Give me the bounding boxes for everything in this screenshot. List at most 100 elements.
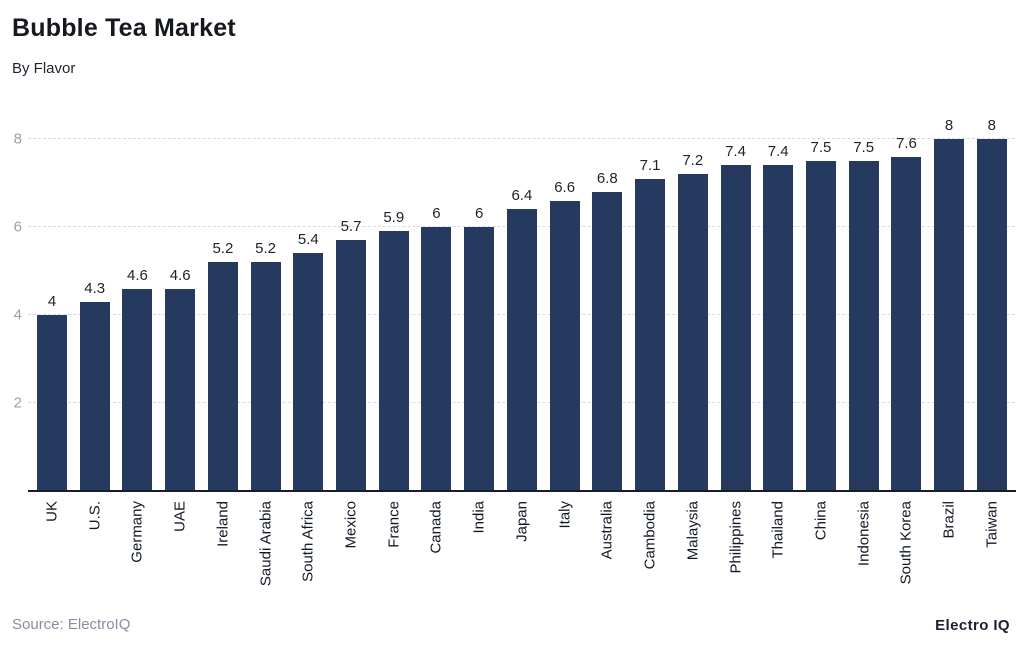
category-label: Mexico bbox=[342, 501, 360, 549]
x-axis-line bbox=[28, 490, 1016, 492]
bar bbox=[250, 262, 281, 491]
y-tick-label: 8 bbox=[13, 130, 22, 148]
bar bbox=[207, 262, 238, 491]
gridline bbox=[28, 138, 1015, 139]
bar-column: 4.6 Germany bbox=[122, 139, 153, 563]
bar-value-label: 4 bbox=[47, 293, 57, 310]
chart-title: Bubble Tea Market bbox=[12, 14, 236, 42]
bar-column: 7.5 Indonesia bbox=[848, 139, 879, 566]
category-label: China bbox=[812, 501, 830, 541]
bar bbox=[79, 301, 110, 491]
bar-column: 7.1 Cambodia bbox=[635, 139, 666, 569]
bar-value-label: 7.2 bbox=[682, 152, 704, 170]
y-tick-label: 2 bbox=[13, 394, 22, 412]
bar-column: 6.6 Italy bbox=[549, 139, 580, 529]
bar bbox=[976, 139, 1007, 491]
category-label: Indonesia bbox=[855, 501, 873, 567]
category-label: Brazil bbox=[940, 501, 958, 539]
bar bbox=[592, 191, 623, 491]
bar-column: 5.2 Ireland bbox=[207, 139, 238, 547]
bar-value-label: 7.4 bbox=[767, 143, 789, 161]
bar-column: 7.5 China bbox=[805, 139, 836, 540]
bar-column: 7.2 Malaysia bbox=[677, 139, 708, 560]
bar-value-label: 4.6 bbox=[169, 266, 191, 284]
bar-value-label: 5.2 bbox=[255, 240, 277, 258]
bar-column: 6 India bbox=[464, 139, 495, 534]
bar-value-label: 7.1 bbox=[639, 156, 661, 174]
bar bbox=[805, 161, 836, 491]
bar-value-label: 8 bbox=[987, 117, 996, 134]
category-label: UK bbox=[43, 501, 61, 522]
y-tick-label: 4 bbox=[13, 306, 22, 324]
bar bbox=[934, 139, 965, 491]
bar-column: 5.4 South Africa bbox=[293, 139, 324, 582]
bar-value-label: 5.4 bbox=[297, 231, 319, 249]
bar-value-label: 4.6 bbox=[127, 266, 148, 284]
y-axis: 2 4 6 8 bbox=[0, 131, 22, 491]
bar bbox=[720, 165, 751, 491]
bar bbox=[293, 253, 324, 491]
bar bbox=[165, 288, 196, 491]
bar-column: 4.3 U.S. bbox=[79, 139, 110, 530]
category-label: South Korea bbox=[897, 501, 915, 585]
category-label: Philippines bbox=[727, 501, 744, 574]
bar-column: 7.4 Philippines bbox=[720, 139, 751, 574]
bar-column: 7.4 Thailand bbox=[763, 139, 794, 559]
category-label: Italy bbox=[556, 501, 574, 529]
bar-value-label: 6 bbox=[475, 205, 484, 222]
bar bbox=[549, 200, 580, 491]
bar-column: 5.9 France bbox=[378, 139, 409, 548]
bar-value-label: 6.8 bbox=[596, 169, 618, 187]
bar bbox=[336, 240, 367, 491]
bar-value-label: 6.6 bbox=[554, 178, 576, 196]
bar-column: 4 UK bbox=[37, 139, 67, 522]
bar bbox=[378, 231, 409, 491]
category-label: Cambodia bbox=[641, 501, 659, 570]
bar-column: 5.2 Saudi Arabia bbox=[250, 139, 281, 586]
bar-value-label: 5.2 bbox=[212, 240, 234, 258]
bar-column: 7.6 South Korea bbox=[891, 135, 922, 584]
bar bbox=[891, 156, 922, 491]
bar-column: 5.7 Mexico bbox=[336, 139, 367, 549]
bar bbox=[464, 227, 495, 491]
bar bbox=[677, 174, 708, 491]
bar bbox=[37, 315, 67, 491]
category-label: France bbox=[385, 501, 403, 548]
category-label: Canada bbox=[427, 501, 445, 554]
y-tick-label: 6 bbox=[13, 218, 22, 236]
bar-column: 8 Brazil bbox=[934, 117, 965, 539]
bar-value-label: 4.3 bbox=[84, 279, 106, 297]
bar-value-label: 7.4 bbox=[725, 143, 746, 161]
category-label: Japan bbox=[513, 501, 531, 542]
bar bbox=[635, 178, 666, 491]
category-label: Thailand bbox=[769, 501, 787, 559]
category-label: South Africa bbox=[299, 501, 317, 582]
category-label: U.S. bbox=[86, 501, 104, 531]
category-label: UAE bbox=[171, 501, 189, 532]
source-note: Source: ElectroIQ bbox=[12, 616, 131, 633]
bar-column: 6.4 Japan bbox=[506, 139, 537, 542]
bar bbox=[122, 288, 153, 491]
bar bbox=[763, 165, 794, 491]
category-label: Malaysia bbox=[684, 501, 702, 561]
category-label: Australia bbox=[598, 501, 616, 560]
bar bbox=[506, 209, 537, 491]
chart-subtitle: By Flavor bbox=[12, 60, 76, 77]
category-label: Taiwan bbox=[983, 501, 1001, 548]
bar bbox=[848, 161, 879, 491]
bar-value-label: 6.4 bbox=[511, 187, 533, 205]
brand-logo: Electro IQ bbox=[935, 617, 1010, 634]
bar-column: 6 Canada bbox=[421, 139, 452, 554]
category-label: Germany bbox=[128, 501, 146, 563]
bar-value-label: 6 bbox=[432, 205, 441, 222]
bar-chart: 2 4 6 8 4 UK 4.3 U.S. 4.6 Germany 4.6 UAE 5.2 Irelan… bbox=[0, 117, 1024, 586]
category-label: Saudi Arabia bbox=[257, 501, 275, 587]
bar-value-label: 7.5 bbox=[810, 139, 832, 156]
bars: 4 UK 4.3 U.S. 4.6 Germany 4.6 UAE 5.2 Ireland 5.2 S… bbox=[30, 117, 1015, 586]
bar-value-label: 5.9 bbox=[383, 209, 405, 227]
bar-column: 4.6 UAE bbox=[165, 139, 196, 532]
bar-column: 8 Taiwan bbox=[976, 117, 1007, 548]
category-label: Ireland bbox=[214, 501, 232, 547]
bar bbox=[421, 227, 452, 491]
bar-value-label: 8 bbox=[944, 117, 954, 134]
